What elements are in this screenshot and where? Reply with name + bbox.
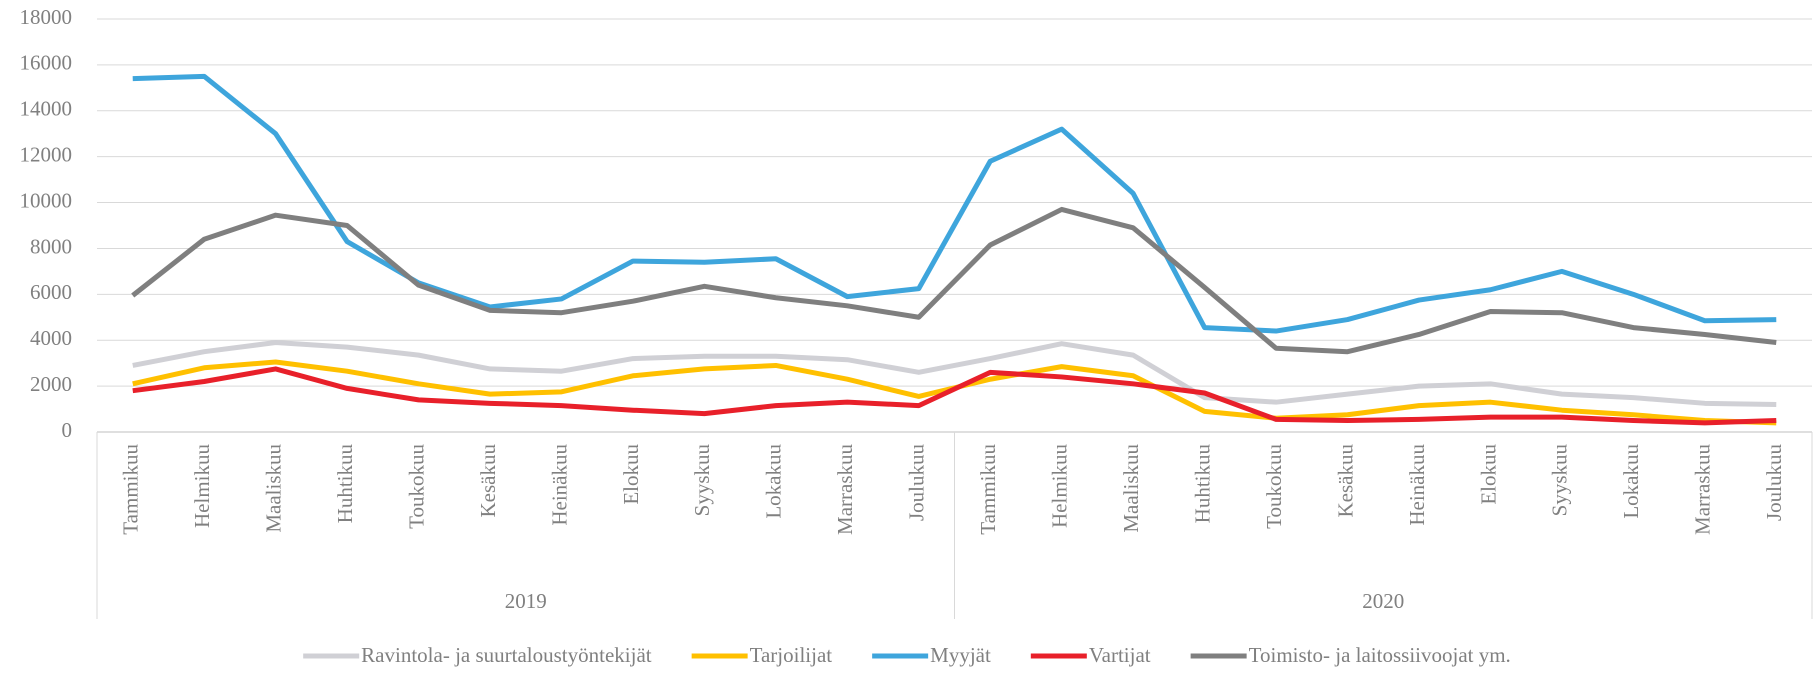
x-tick-label: Joulukuu bbox=[905, 444, 929, 522]
series-line bbox=[132, 366, 1777, 426]
y-tick-label: 8000 bbox=[30, 234, 72, 258]
y-tick-label: 14000 bbox=[20, 97, 73, 121]
x-tick-label: Marraskuu bbox=[833, 444, 857, 535]
series-line bbox=[132, 73, 1777, 334]
x-tick-label: Huhtikuu bbox=[333, 444, 357, 524]
legend-label: Tarjoilijat bbox=[750, 643, 833, 667]
y-tick-label: 18000 bbox=[20, 5, 73, 29]
x-tick-label: Helmikuu bbox=[190, 444, 214, 528]
group-label: 2020 bbox=[1362, 589, 1404, 613]
x-tick-label: Lokakuu bbox=[1619, 444, 1643, 519]
x-tick-label: Huhtikuu bbox=[1190, 444, 1214, 524]
x-tick-label: Toukokuu bbox=[1262, 444, 1286, 529]
x-tick-label: Kesäkuu bbox=[1333, 444, 1357, 518]
x-tick-label: Heinäkuu bbox=[547, 444, 571, 526]
x-tick-label: Tammikuu bbox=[976, 444, 1000, 535]
legend-label: Vartijat bbox=[1089, 643, 1151, 667]
y-tick-label: 16000 bbox=[20, 51, 73, 75]
x-tick-label: Toukokuu bbox=[404, 444, 428, 529]
group-label: 2019 bbox=[505, 589, 547, 613]
x-tick-label: Maaliskuu bbox=[261, 444, 285, 533]
x-tick-label: Helmikuu bbox=[1048, 444, 1072, 528]
x-tick-label: Maaliskuu bbox=[1119, 444, 1143, 533]
legend-label: Toimisto- ja laitossiivoojat ym. bbox=[1249, 643, 1511, 667]
x-tick-label: Tammikuu bbox=[119, 444, 143, 535]
y-tick-label: 4000 bbox=[30, 326, 72, 350]
x-tick-label: Kesäkuu bbox=[476, 444, 500, 518]
legend-label: Myyjät bbox=[930, 643, 991, 667]
y-tick-label: 6000 bbox=[30, 280, 72, 304]
series-line bbox=[132, 340, 1777, 407]
x-tick-label: Marraskuu bbox=[1691, 444, 1715, 535]
x-tick-label: Syyskuu bbox=[1548, 444, 1572, 517]
x-tick-label: Elokuu bbox=[1476, 444, 1500, 505]
legend-label: Ravintola- ja suurtaloustyöntekijät bbox=[361, 643, 652, 667]
y-tick-label: 10000 bbox=[20, 188, 73, 212]
x-tick-label: Joulukuu bbox=[1762, 444, 1786, 522]
x-tick-label: Lokakuu bbox=[762, 444, 786, 519]
x-tick-label: Elokuu bbox=[619, 444, 643, 505]
x-tick-label: Syyskuu bbox=[690, 444, 714, 517]
series-line bbox=[131, 206, 1777, 355]
y-tick-label: 12000 bbox=[20, 142, 73, 166]
y-tick-label: 2000 bbox=[30, 372, 72, 396]
y-tick-label: 0 bbox=[62, 418, 73, 442]
x-tick-label: Heinäkuu bbox=[1405, 444, 1429, 526]
